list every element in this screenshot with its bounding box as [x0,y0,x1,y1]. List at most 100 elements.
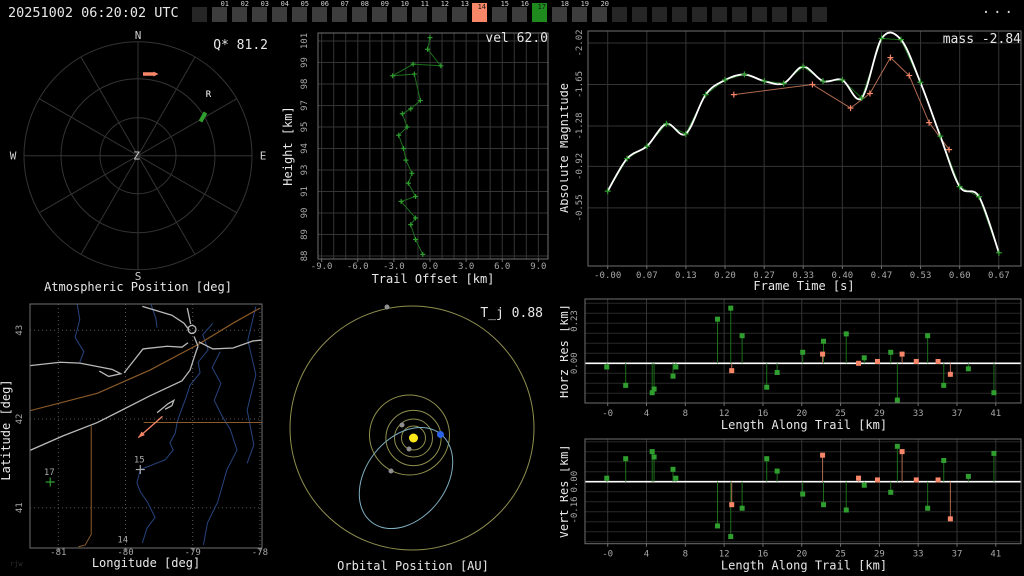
q-value-label: Q* 81.2 [213,38,268,53]
x-axis-title: Trail Offset [km] [372,272,495,286]
frame-thumb-box[interactable] [652,7,667,22]
frame-thumb-blank-26[interactable] [712,0,727,28]
frame-thumb-blank-0[interactable] [192,0,207,28]
y-axis-title: Vert Res [km] [560,444,571,538]
x-tick-label: 20 [796,550,807,560]
frame-thumb-box[interactable] [212,7,227,22]
frame-thumb-03[interactable]: 03 [252,0,269,28]
x-tick-label: -9.0 [311,262,333,272]
tisserand-label: T_j 0.88 [480,306,543,321]
frame-thumb-17[interactable]: 17 [532,0,547,28]
y-tick-label: 101 [300,33,310,49]
frame-number-label: 20 [600,0,609,8]
frame-thumb-box[interactable] [192,7,207,22]
frame-thumb-box[interactable] [632,7,647,22]
compass-e: E [260,150,267,163]
frame-thumb-15[interactable]: 15 [492,0,509,28]
frame-thumb-blank-31[interactable] [812,0,827,28]
frame-thumb-19[interactable]: 19 [572,0,589,28]
frame-thumb-box[interactable] [272,7,287,22]
frame-thumb-blank-24[interactable] [672,0,687,28]
x-tick-label: 4 [644,550,649,560]
frame-thumb-06[interactable]: 06 [312,0,329,28]
frame-number-label: 02 [240,0,249,8]
frame-number-label: 04 [280,0,289,8]
frame-thumb-blank-25[interactable] [692,0,707,28]
frame-thumb-05[interactable]: 05 [292,0,309,28]
x-tick-label: -0 [602,550,613,560]
frame-thumb-13[interactable]: 13 [452,0,469,28]
y-tick-label: -0.92 [575,153,585,180]
frame-thumb-10[interactable]: 10 [392,0,409,28]
frame-thumb-box[interactable] [532,3,547,22]
frame-number-label: 05 [300,0,309,8]
frame-thumb-box[interactable] [412,7,427,22]
frame-thumb-blank-23[interactable] [652,0,667,28]
frame-thumb-box[interactable] [592,7,607,22]
frame-thumb-11[interactable]: 11 [412,0,429,28]
frame-thumb-14[interactable]: 14 [472,0,487,28]
mars-orbit [369,394,450,476]
polar-markers [143,71,208,123]
frame-thumb-07[interactable]: 07 [332,0,349,28]
frame-thumb-box[interactable] [692,7,707,22]
y-axis-title: Latitude [deg] [0,379,13,480]
frame-thumb-18[interactable]: 18 [552,0,569,28]
frame-thumb-box[interactable] [672,7,687,22]
frame-thumb-blank-22[interactable] [632,0,647,28]
frame-thumb-box[interactable] [252,7,267,22]
frame-thumb-blank-29[interactable] [772,0,787,28]
mercury-orbit [401,425,426,451]
frame-thumb-20[interactable]: 20 [592,0,609,28]
frame-thumb-box[interactable] [552,7,567,22]
frame-thumb-box[interactable] [312,7,327,22]
frame-thumb-box[interactable] [472,3,487,22]
y-tick-label: 0.23 [570,310,580,332]
frame-thumb-16[interactable]: 16 [512,0,529,28]
frame-thumb-01[interactable]: 01 [212,0,229,28]
frame-thumb-box[interactable] [372,7,387,22]
frame-thumb-box[interactable] [752,7,767,22]
frame-thumb-02[interactable]: 02 [232,0,249,28]
frame-thumb-box[interactable] [612,7,627,22]
frame-thumb-box[interactable] [712,7,727,22]
overflow-menu-icon[interactable]: ... [981,1,1016,17]
frame-thumb-04[interactable]: 04 [272,0,289,28]
y-axis-title: Absolute Magnitude [560,83,571,213]
planet-dot [406,446,412,452]
frame-thumb-box[interactable] [352,7,367,22]
frame-thumb-12[interactable]: 12 [432,0,449,28]
frame-number-label: 07 [340,0,349,8]
frame-thumb-box[interactable] [572,7,587,22]
frame-thumb-blank-28[interactable] [752,0,767,28]
frame-thumb-box[interactable] [772,7,787,22]
frame-thumb-box[interactable] [232,7,247,22]
frame-thumb-08[interactable]: 08 [352,0,369,28]
frame-thumb-box[interactable] [512,7,527,22]
frame-thumb-box[interactable] [452,7,467,22]
frame-thumb-box[interactable] [292,7,307,22]
frame-thumb-09[interactable]: 09 [372,0,389,28]
y-tick-label: 97 [300,100,310,111]
frame-thumb-box[interactable] [432,7,447,22]
frame-thumb-blank-27[interactable] [732,0,747,28]
x-tick-label: 41 [990,550,1001,560]
frame-number-label: 06 [320,0,329,8]
frame-thumb-box[interactable] [792,7,807,22]
frame-thumb-box[interactable] [332,7,347,22]
x-tick-label: 3.0 [458,262,474,272]
frame-thumb-blank-21[interactable] [612,0,627,28]
frame-thumb-box[interactable] [392,7,407,22]
frame-thumb-box[interactable] [732,7,747,22]
x-tick-label: 25 [835,550,846,560]
frame-number-label: 11 [420,0,429,8]
frame-number-label: 12 [440,0,449,8]
frame-thumb-blank-30[interactable] [792,0,807,28]
top-bar: 20251002 06:20:02 UTC 01 02 03 04 05 06 07 08 09… [0,0,1024,28]
frame-thumb-box[interactable] [492,7,507,22]
earth-orbit [385,409,442,467]
frame-thumb-box[interactable] [812,7,827,22]
x-tick-label: -81 [50,548,66,558]
